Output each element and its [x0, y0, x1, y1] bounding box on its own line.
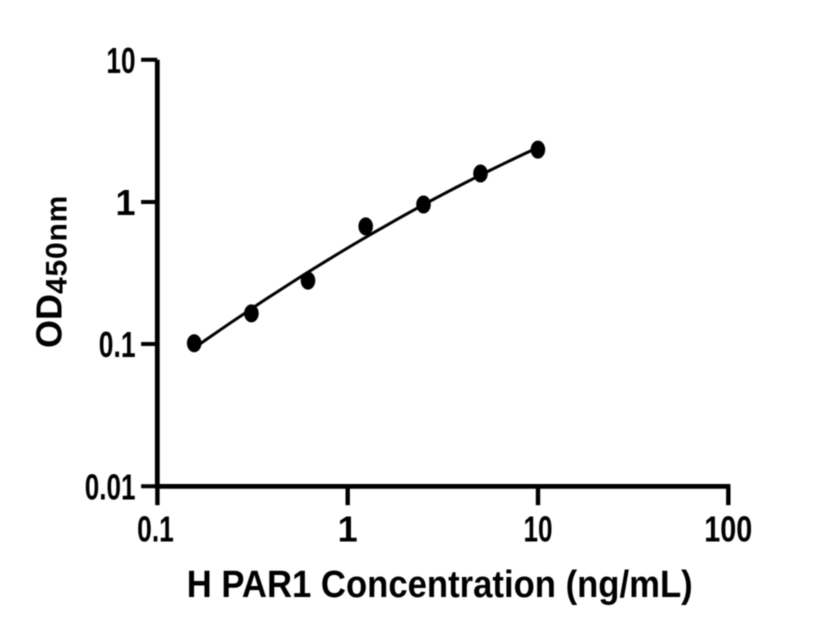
svg-text:0.1: 0.1: [137, 509, 174, 550]
svg-text:1: 1: [338, 509, 358, 550]
svg-text:100: 100: [704, 509, 752, 550]
svg-text:H PAR1 Concentration (ng/mL): H PAR1 Concentration (ng/mL): [187, 564, 693, 606]
svg-text:10: 10: [106, 40, 135, 81]
svg-text:1: 1: [115, 182, 135, 223]
svg-text:0.1: 0.1: [99, 324, 136, 365]
svg-text:OD450nm: OD450nm: [29, 195, 74, 348]
svg-text:0.01: 0.01: [85, 466, 136, 507]
svg-text:10: 10: [523, 509, 552, 550]
